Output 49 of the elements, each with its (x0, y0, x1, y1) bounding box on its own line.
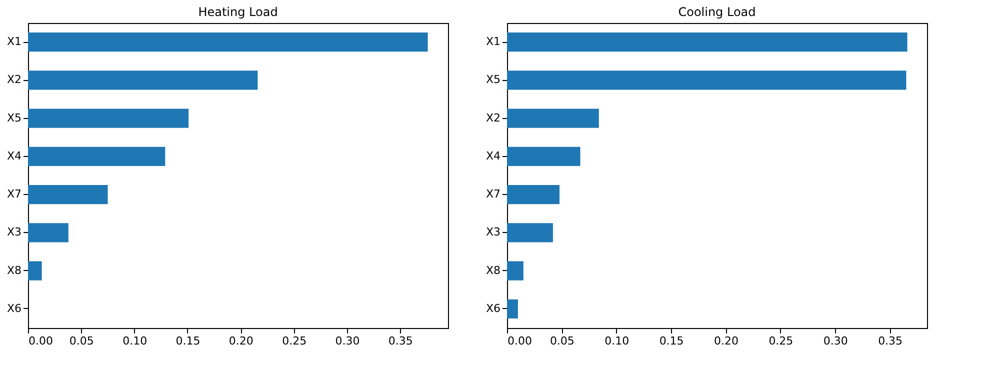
y-tick-label: X7 (486, 188, 500, 201)
chart-title: Heating Load (198, 5, 278, 19)
bar (28, 70, 258, 90)
x-tick-label: 0.25 (768, 334, 794, 348)
bar (507, 299, 518, 318)
x-tick-label: 0.30 (823, 334, 848, 348)
bar (28, 146, 166, 166)
x-tick-label: 0.30 (335, 334, 360, 348)
x-tick-label: 0.20 (228, 334, 254, 348)
y-tick-label: X1 (6, 35, 22, 48)
chart-title: Cooling Load (678, 5, 756, 19)
x-tick-label: 0.10 (604, 334, 630, 348)
bar (28, 32, 428, 52)
bar (507, 108, 599, 128)
bar (507, 185, 560, 204)
y-tick-label: X1 (486, 35, 500, 48)
y-tick-label: X8 (6, 264, 22, 277)
x-tick-label: 0.10 (122, 334, 148, 348)
y-tick-label: X2 (486, 111, 500, 124)
bar (507, 223, 553, 242)
bar (507, 70, 906, 90)
x-tick-label: 0.20 (714, 334, 738, 348)
x-tick-label: 0.35 (878, 334, 903, 348)
y-tick-label: X5 (6, 111, 22, 124)
x-tick-label: 0.25 (282, 334, 307, 348)
bar (507, 32, 908, 52)
y-tick-label: X4 (6, 149, 22, 162)
x-tick-label: 0.05 (550, 334, 574, 348)
x-tick-label: 0.05 (69, 334, 94, 348)
y-tick-label: X2 (6, 73, 22, 86)
bar (507, 146, 580, 166)
bar (28, 108, 189, 128)
y-tick-label: X3 (486, 226, 500, 239)
y-tick-label: X6 (486, 302, 500, 315)
bar (28, 185, 108, 204)
y-tick-label: X6 (6, 302, 22, 315)
y-tick-label: X4 (486, 149, 500, 162)
x-tick-label: 0.00 (28, 334, 53, 348)
x-tick-label: 0.00 (508, 334, 532, 348)
y-tick-label: X7 (6, 188, 22, 201)
y-tick-label: X5 (486, 73, 500, 86)
bar (507, 261, 524, 280)
bar (28, 223, 68, 242)
y-tick-label: X3 (6, 226, 22, 239)
x-tick-label: 0.15 (176, 334, 200, 348)
x-tick-label: 0.35 (388, 334, 413, 348)
y-tick-label: X8 (486, 264, 500, 277)
bar (28, 261, 42, 280)
x-tick-label: 0.15 (659, 334, 684, 348)
